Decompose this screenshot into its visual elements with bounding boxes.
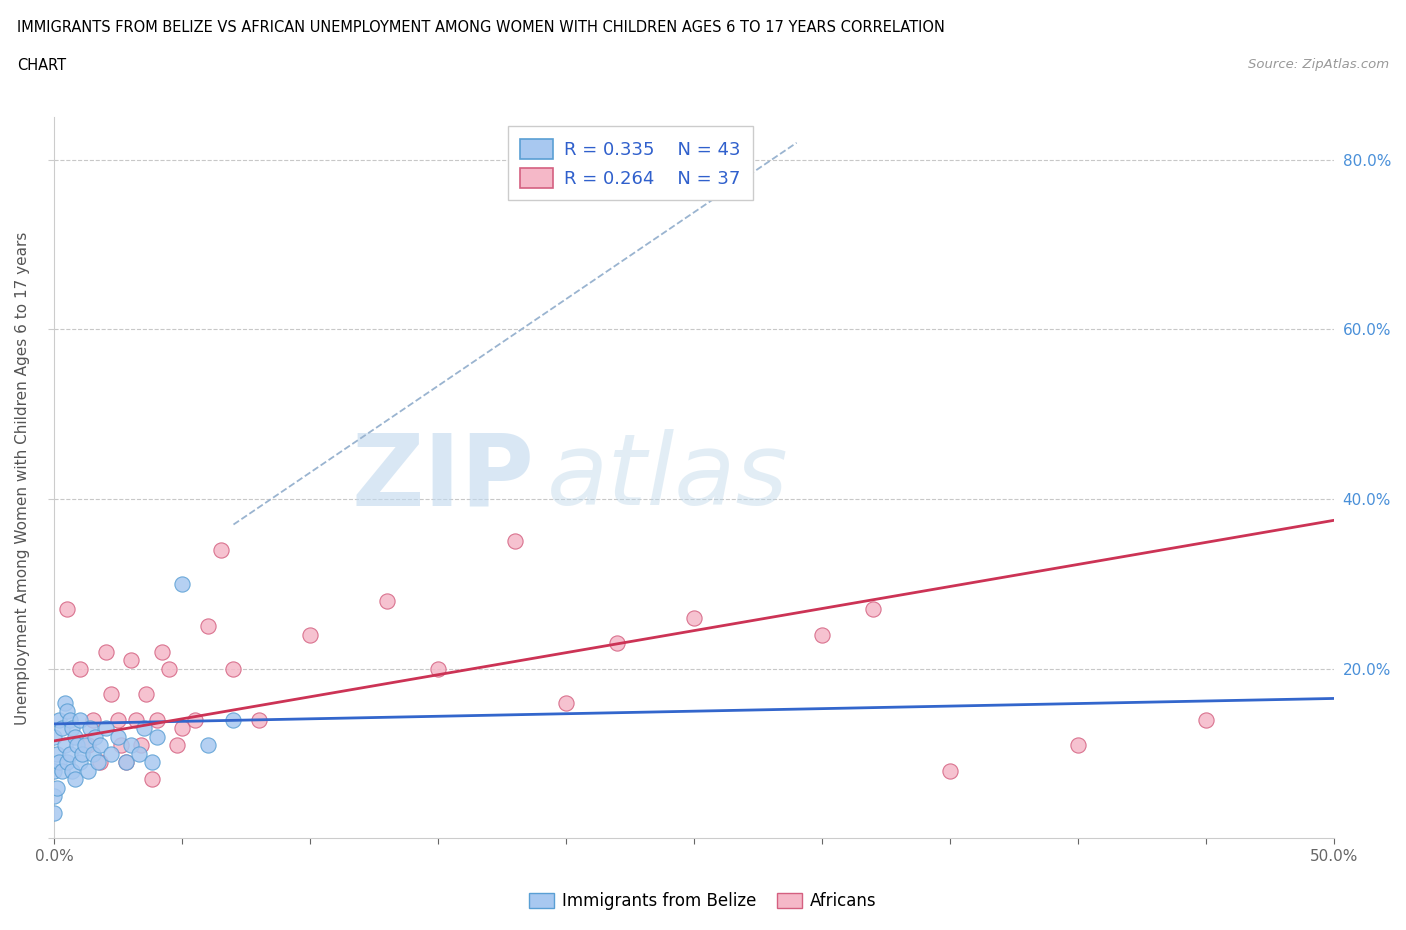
Point xyxy=(59,712,82,727)
Point xyxy=(69,712,91,727)
Point xyxy=(247,712,270,727)
Point xyxy=(683,610,706,625)
Point xyxy=(89,737,111,752)
Point xyxy=(141,772,163,787)
Point xyxy=(76,764,98,778)
Point xyxy=(79,721,101,736)
Point xyxy=(72,746,94,761)
Text: ZIP: ZIP xyxy=(352,430,534,526)
Point xyxy=(60,764,83,778)
Point xyxy=(59,746,82,761)
Point xyxy=(555,696,578,711)
Point xyxy=(209,542,232,557)
Point xyxy=(69,754,91,769)
Point xyxy=(172,577,194,591)
Point xyxy=(115,754,138,769)
Point xyxy=(145,712,167,727)
Point xyxy=(862,602,884,617)
Point xyxy=(56,602,79,617)
Point xyxy=(1067,737,1090,752)
Point xyxy=(141,754,163,769)
Point xyxy=(131,737,153,752)
Point xyxy=(63,729,86,744)
Point xyxy=(145,729,167,744)
Point xyxy=(107,712,129,727)
Text: Source: ZipAtlas.com: Source: ZipAtlas.com xyxy=(1249,58,1389,71)
Legend: Immigrants from Belize, Africans: Immigrants from Belize, Africans xyxy=(523,885,883,917)
Point xyxy=(66,737,89,752)
Point xyxy=(76,737,98,752)
Point xyxy=(120,737,142,752)
Point xyxy=(375,593,398,608)
Point xyxy=(299,628,322,643)
Point xyxy=(82,712,104,727)
Point xyxy=(48,754,70,769)
Point xyxy=(94,721,117,736)
Point xyxy=(939,764,962,778)
Point xyxy=(115,754,138,769)
Point xyxy=(56,704,79,719)
Point xyxy=(87,754,110,769)
Point xyxy=(73,737,96,752)
Point xyxy=(166,737,188,752)
Text: CHART: CHART xyxy=(17,58,66,73)
Point xyxy=(45,780,67,795)
Point xyxy=(53,737,76,752)
Legend: R = 0.335    N = 43, R = 0.264    N = 37: R = 0.335 N = 43, R = 0.264 N = 37 xyxy=(508,126,752,200)
Point xyxy=(222,712,245,727)
Point xyxy=(63,772,86,787)
Point xyxy=(56,754,79,769)
Point xyxy=(128,746,150,761)
Point xyxy=(94,644,117,659)
Point xyxy=(44,729,66,744)
Text: IMMIGRANTS FROM BELIZE VS AFRICAN UNEMPLOYMENT AMONG WOMEN WITH CHILDREN AGES 6 : IMMIGRANTS FROM BELIZE VS AFRICAN UNEMPL… xyxy=(17,20,945,35)
Point xyxy=(172,721,194,736)
Point xyxy=(51,764,73,778)
Point xyxy=(184,712,207,727)
Point xyxy=(89,754,111,769)
Point xyxy=(197,737,219,752)
Point xyxy=(125,712,148,727)
Y-axis label: Unemployment Among Women with Children Ages 6 to 17 years: Unemployment Among Women with Children A… xyxy=(15,232,30,724)
Point xyxy=(44,789,66,804)
Point xyxy=(120,653,142,668)
Point xyxy=(110,737,132,752)
Point xyxy=(69,661,91,676)
Point xyxy=(1195,712,1218,727)
Point xyxy=(135,686,157,701)
Point xyxy=(222,661,245,676)
Point xyxy=(811,628,834,643)
Point xyxy=(45,746,67,761)
Point xyxy=(48,712,70,727)
Point xyxy=(159,661,181,676)
Point xyxy=(44,764,66,778)
Point xyxy=(503,534,526,549)
Point xyxy=(107,729,129,744)
Point xyxy=(150,644,173,659)
Point xyxy=(197,618,219,633)
Point xyxy=(44,805,66,820)
Point xyxy=(606,636,628,651)
Point xyxy=(100,746,122,761)
Text: atlas: atlas xyxy=(547,430,789,526)
Point xyxy=(82,746,104,761)
Point xyxy=(51,721,73,736)
Point xyxy=(132,721,155,736)
Point xyxy=(60,721,83,736)
Point xyxy=(427,661,450,676)
Point xyxy=(53,696,76,711)
Point xyxy=(100,686,122,701)
Point xyxy=(84,729,107,744)
